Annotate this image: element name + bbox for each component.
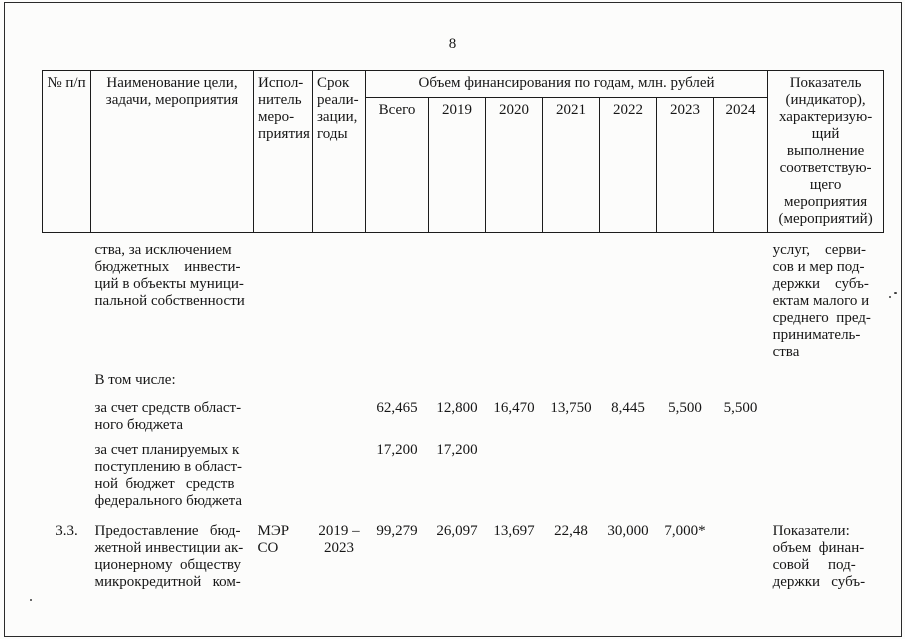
value-cell (366, 233, 429, 362)
value-cell: 5,500 (723, 400, 758, 416)
value-cell (486, 361, 543, 389)
scan-artifact (30, 599, 32, 601)
header-year-2024: 2024 (712, 97, 769, 233)
header-year-2021: 2021 (542, 97, 600, 233)
header-executor: Испол- нитель меро- приятия (253, 70, 313, 233)
header-row-number: № п/п (42, 70, 91, 233)
row-term-cell: 2019 – 2023 (318, 523, 360, 556)
value-cell (600, 361, 657, 389)
header-funding-group: Объем финансирования по годам, млн. рубл… (364, 70, 769, 98)
table-row: ства, за исключением бюджетных инвести- … (43, 233, 884, 362)
header-year-2023: 2023 (656, 97, 714, 233)
table-body: ства, за исключением бюджетных инвести- … (43, 233, 884, 592)
header-year-2020: 2020 (485, 97, 543, 233)
row-indicator-cell: Показатели: объем финан- совой под- держ… (772, 523, 866, 590)
row-term-cell (313, 233, 366, 362)
row-number-cell (43, 389, 91, 434)
row-number-cell (43, 233, 91, 362)
value-cell: 16,470 (493, 400, 535, 416)
value-cell (486, 233, 543, 362)
value-cell: 99,279 (376, 523, 418, 539)
table-row: 3.3. Предоставление бюд- жетной инвестиц… (43, 510, 884, 591)
value-cell: 26,097 (436, 523, 478, 539)
value-cell: 8,445 (611, 400, 645, 416)
header-indicator: Показатель (индикатор), характеризую- щи… (767, 70, 885, 233)
value-cell (657, 361, 714, 389)
header-term: Срок реали- зации, годы (312, 70, 366, 233)
table-row: за счет средств област- ного бюджета 62,… (43, 389, 884, 434)
row-indicator-cell (768, 361, 884, 389)
row-indicator-cell (768, 434, 884, 510)
scan-artifact (894, 292, 897, 294)
budget-table: № п/п Наименование цели, задачи, меропри… (42, 70, 885, 592)
value-cell (657, 233, 714, 362)
row-name-cell: за счет средств област- ного бюджета (94, 400, 242, 433)
value-cell (714, 434, 768, 510)
value-cell: 12,800 (436, 400, 478, 416)
header-year-total: Всего (365, 97, 429, 233)
value-cell (366, 361, 429, 389)
value-cell: 13,750 (550, 400, 592, 416)
row-executor-cell (254, 434, 313, 510)
value-cell: 7,000* (664, 523, 706, 539)
header-year-2022: 2022 (599, 97, 657, 233)
value-cell (714, 233, 768, 362)
row-name-cell: В том числе: (94, 372, 176, 388)
row-term-cell (313, 434, 366, 510)
value-cell: 17,200 (376, 442, 418, 458)
table-row: за счет планируемых к поступлению в обла… (43, 434, 884, 510)
row-name-cell: ства, за исключением бюджетных инвести- … (94, 242, 245, 309)
row-number-cell (43, 361, 91, 389)
value-cell (714, 361, 768, 389)
value-cell (543, 233, 600, 362)
value-cell (429, 361, 486, 389)
row-executor-cell (254, 233, 313, 362)
row-indicator-cell (768, 389, 884, 434)
value-cell: 13,697 (493, 523, 535, 539)
value-cell (486, 434, 543, 510)
row-indicator-cell: услуг, серви- сов и мер под- держки субъ… (772, 242, 871, 360)
row-executor-cell: МЭР СО (257, 523, 290, 556)
header-year-2019: 2019 (428, 97, 486, 233)
table-row: В том числе: (43, 361, 884, 389)
scan-artifact (889, 296, 891, 298)
row-term-cell (313, 361, 366, 389)
value-cell: 17,200 (436, 442, 478, 458)
value-cell: 30,000 (607, 523, 649, 539)
row-name-cell: Предоставление бюд- жетной инвестиции ак… (94, 523, 244, 590)
value-cell (543, 361, 600, 389)
row-name-cell: за счет планируемых к поступлению в обла… (94, 442, 243, 509)
header-goal-name: Наименование цели, задачи, мероприятия (90, 70, 254, 233)
row-number-cell (43, 434, 91, 510)
value-cell: 62,465 (376, 400, 418, 416)
value-cell (714, 510, 768, 591)
value-cell: 22,48 (554, 523, 588, 539)
value-cell (429, 233, 486, 362)
row-executor-cell (254, 361, 313, 389)
value-cell (657, 434, 714, 510)
value-cell (600, 434, 657, 510)
value-cell (600, 233, 657, 362)
row-executor-cell (254, 389, 313, 434)
value-cell: 5,500 (668, 400, 702, 416)
row-number-cell: 3.3. (55, 523, 78, 539)
row-term-cell (313, 389, 366, 434)
table-header: № п/п Наименование цели, задачи, меропри… (42, 70, 885, 233)
value-cell (543, 434, 600, 510)
page-number: 8 (448, 36, 457, 52)
